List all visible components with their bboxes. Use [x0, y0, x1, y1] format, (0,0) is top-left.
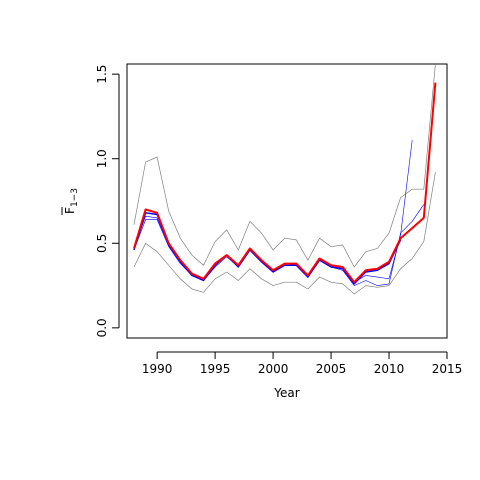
- svg-text:F1−3: F1−3: [63, 188, 80, 214]
- y-axis-title-sub: 1−3: [70, 188, 80, 207]
- y-tick-label: 0.5: [95, 234, 109, 253]
- x-tick-label: 1990: [142, 362, 173, 376]
- series-line-1: [133, 63, 436, 268]
- x-tick-label: 2000: [258, 362, 289, 376]
- y-axis-title: F1−3: [61, 188, 80, 215]
- x-tick-label: 2010: [374, 362, 405, 376]
- series-line-3: [133, 140, 413, 283]
- y-axis-title-main: F: [63, 207, 77, 214]
- y-tick-label: 1.0: [95, 149, 109, 168]
- y-tick-label: 1.5: [95, 65, 109, 84]
- x-tick-label: 2015: [432, 362, 463, 376]
- y-tick-label: 0.0: [95, 318, 109, 337]
- x-axis: 1990 1995 2000 2005 2010 2015: [142, 351, 463, 376]
- series-line-2: [133, 172, 436, 295]
- series-line-6: [133, 82, 437, 284]
- x-tick-label: 2005: [316, 362, 347, 376]
- y-axis: 0.0 0.5 1.0 1.5: [95, 65, 120, 337]
- series-layer: [133, 63, 437, 295]
- x-axis-title: Year: [273, 386, 299, 400]
- plot-frame: [126, 63, 448, 339]
- x-tick-label: 1995: [200, 362, 231, 376]
